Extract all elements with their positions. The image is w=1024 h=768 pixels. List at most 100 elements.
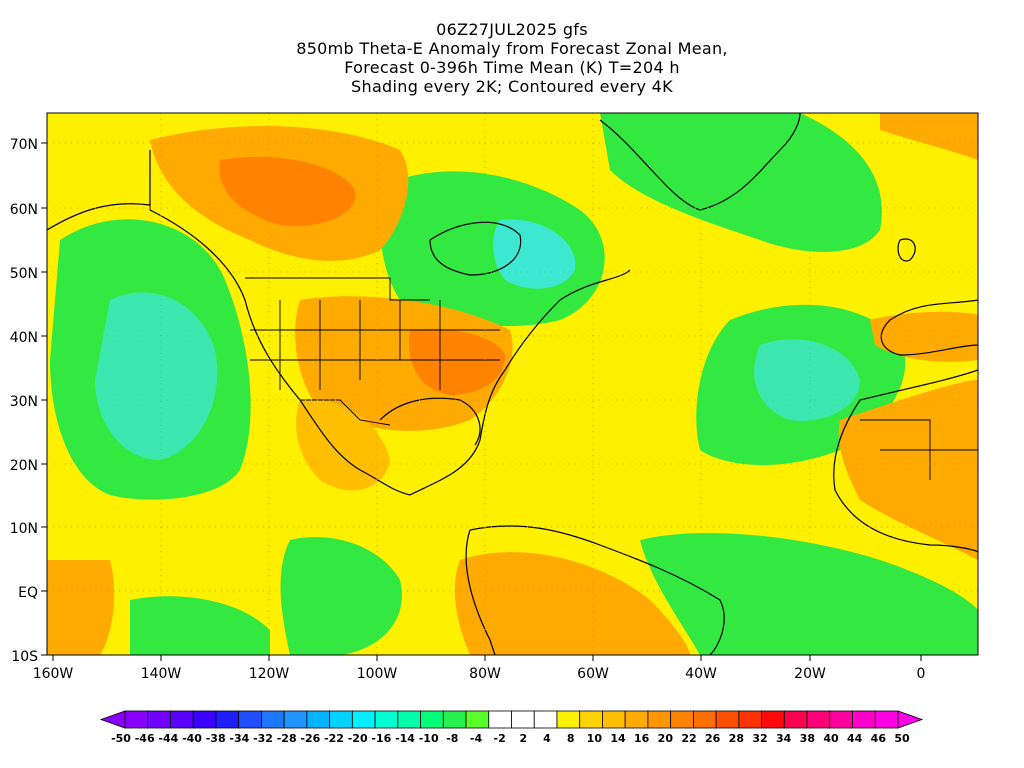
lon-label-80w: 80W: [469, 666, 501, 682]
lat-label-10s: 10S: [11, 649, 38, 665]
colorbar-cell: [533, 710, 558, 729]
colorbar-label: 38: [800, 732, 815, 745]
lat-label-50n: 50N: [10, 266, 38, 282]
colorbar-label: -4: [470, 732, 483, 745]
colorbar-cell: [602, 710, 626, 729]
colorbar-label: 46: [871, 732, 887, 745]
colorbar-cell: [852, 710, 876, 729]
lon-label-20w: 20W: [794, 666, 826, 682]
colorbar-cell: [488, 710, 512, 729]
lat-axis: 70N 60N 50N 40N 30N 20N 10N EQ 10S: [10, 137, 47, 665]
lon-label-40w: 40W: [685, 666, 717, 682]
lat-label-60n: 60N: [10, 202, 38, 218]
colorbar-label: 16: [634, 732, 650, 745]
lon-axis: 160W 140W 120W 100W 80W 60W 40W 20W 0: [33, 655, 926, 682]
lat-label-40n: 40N: [10, 330, 38, 346]
colorbar-label: -26: [300, 732, 320, 745]
colorbar-label: 40: [823, 732, 839, 745]
colorbar-label: -10: [419, 732, 439, 745]
colorbar-label: -20: [348, 732, 368, 745]
colorbar-cell: [261, 710, 285, 729]
lat-label-eq: EQ: [18, 585, 38, 601]
colorbar: -50 -46 -44 -40 -38 -34 -32 -28 -26 -22 -20 -16 -14-…: [99, 710, 924, 745]
colorbar-arrow-high: [897, 710, 924, 729]
colorbar-cell: [647, 710, 672, 729]
colorbar-cell: [874, 710, 899, 729]
colorbar-arrow-low: [99, 710, 126, 729]
title-line-2: 850mb Theta-E Anomaly from Forecast Zona…: [296, 39, 728, 58]
colorbar-label: -14: [395, 732, 415, 745]
colorbar-label: 2: [520, 732, 528, 745]
colorbar-label: 10: [587, 732, 603, 745]
colorbar-cell: [397, 710, 421, 729]
colorbar-label: 28: [729, 732, 744, 745]
colorbar-cell: [670, 710, 694, 729]
lat-label-20n: 20N: [10, 458, 38, 474]
colorbar-cell: [306, 710, 331, 729]
map-panel: [47, 113, 978, 655]
colorbar-label: -28: [277, 732, 297, 745]
colorbar-label: 20: [658, 732, 674, 745]
colorbar-label: 22: [681, 732, 696, 745]
colorbar-label: 50: [894, 732, 910, 745]
colorbar-cell: [829, 710, 853, 729]
graticule: [47, 113, 978, 655]
colorbar-cell: [465, 710, 490, 729]
title-line-3: Forecast 0-396h Time Mean (K) T=204 h: [344, 58, 680, 77]
colorbar-cell: [124, 710, 149, 729]
lon-label-60w: 60W: [577, 666, 609, 682]
colorbar-cell: [238, 710, 262, 729]
colorbar-cell: [329, 710, 353, 729]
colorbar-cell: [192, 710, 217, 729]
colorbar-label: -50: [111, 732, 131, 745]
title-line-1: 06Z27JUL2025 gfs: [436, 20, 588, 39]
colorbar-label: -34: [229, 732, 249, 745]
colorbar-label: -32: [253, 732, 273, 745]
colorbar-cell: [351, 710, 376, 729]
colorbar-label: 34: [776, 732, 792, 745]
colorbar-cell: [624, 710, 649, 729]
colorbar-cell: [147, 710, 171, 729]
lon-label-0: 0: [917, 666, 926, 682]
colorbar-label: -2: [494, 732, 506, 745]
colorbar-label: -40: [182, 732, 202, 745]
colorbar-label: -8: [446, 732, 458, 745]
colorbar-label: 44: [847, 732, 863, 745]
colorbar-label: -38: [206, 732, 226, 745]
colorbar-label: -16: [371, 732, 391, 745]
lon-label-160w: 160W: [33, 666, 74, 682]
colorbar-cell: [783, 710, 808, 729]
colorbar-cell: [511, 710, 535, 729]
lat-label-30n: 30N: [10, 394, 38, 410]
coastlines: [47, 113, 978, 655]
colorbar-cell: [806, 710, 831, 729]
colorbar-cell: [579, 710, 603, 729]
colorbar-label: -44: [158, 732, 178, 745]
lon-label-120w: 120W: [249, 666, 290, 682]
title-line-4: Shading every 2K; Contoured every 4K: [351, 77, 673, 96]
colorbar-cell: [283, 710, 308, 729]
colorbar-cell: [420, 710, 444, 729]
lon-label-140w: 140W: [141, 666, 182, 682]
colorbar-label: -22: [324, 732, 344, 745]
colorbar-label: 26: [705, 732, 721, 745]
colorbar-label: 32: [752, 732, 767, 745]
colorbar-label: 14: [610, 732, 626, 745]
plot-title: 06Z27JUL2025 gfs 850mb Theta-E Anomaly f…: [0, 20, 1024, 96]
political-borders: [149, 150, 978, 480]
colorbar-cell: [374, 710, 399, 729]
colorbar-label: 4: [543, 732, 551, 745]
lon-label-100w: 100W: [357, 666, 398, 682]
lat-label-70n: 70N: [10, 137, 38, 153]
colorbar-cell: [215, 710, 240, 729]
map-frame: [46, 112, 979, 656]
colorbar-cell: [692, 710, 717, 729]
colorbar-label: -46: [135, 732, 155, 745]
colorbar-cell: [170, 710, 194, 729]
colorbar-cell: [715, 710, 740, 729]
anomaly-shading: [47, 113, 978, 655]
colorbar-cell: [442, 710, 467, 729]
colorbar-label: 8: [567, 732, 575, 745]
colorbar-cell: [556, 710, 581, 729]
